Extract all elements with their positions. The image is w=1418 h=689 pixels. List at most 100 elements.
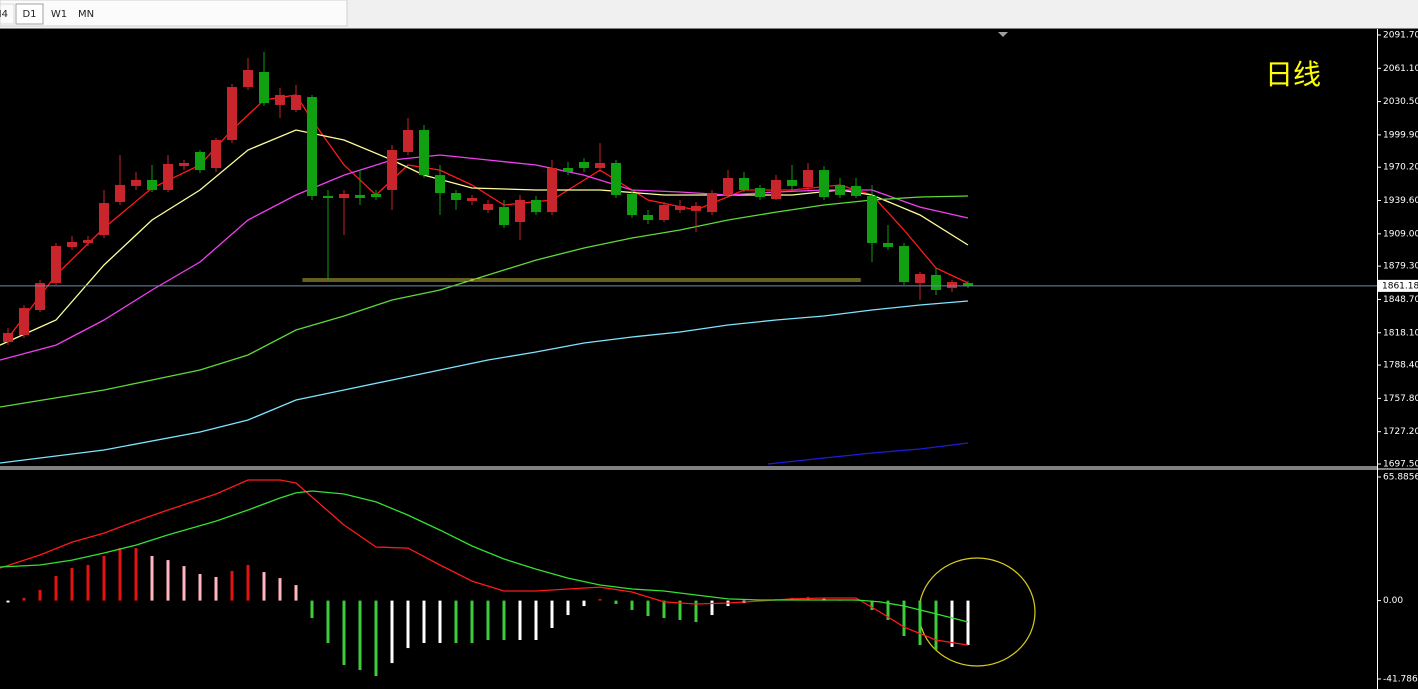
- y-tick-label: 65.8856: [1383, 473, 1418, 483]
- candle-body: [259, 72, 269, 104]
- chart-shift-marker[interactable]: [998, 32, 1008, 37]
- candle-body: [403, 130, 413, 152]
- y-tick-label: 1697.50: [1383, 460, 1418, 470]
- candle-body: [307, 97, 317, 196]
- timeframe-annotation: 日线: [1265, 58, 1321, 91]
- candle-body: [195, 151, 205, 171]
- candle-body: [595, 162, 605, 168]
- candle-body: [771, 179, 781, 200]
- tab-box-active[interactable]: [15, 3, 44, 25]
- candle-body: [483, 204, 493, 210]
- candle-body: [915, 273, 925, 284]
- indicator-line: [0, 479, 969, 646]
- candle-body: [419, 130, 429, 176]
- candle-body: [739, 178, 749, 190]
- candle-body: [819, 170, 829, 198]
- tab[interactable]: H4: [0, 9, 8, 20]
- candle-body: [883, 242, 893, 247]
- candle-body: [627, 193, 637, 216]
- candle-body: [211, 140, 221, 168]
- candle-body: [755, 188, 765, 198]
- candle-body: [723, 178, 733, 195]
- candle-body: [243, 70, 253, 88]
- candle-body: [339, 193, 349, 199]
- candle-body: [547, 167, 557, 213]
- candle-body: [787, 179, 797, 186]
- tab[interactable]: MN: [78, 9, 94, 20]
- candle-body: [675, 205, 685, 210]
- candle-body: [691, 205, 701, 211]
- y-tick-label: 1970.20: [1383, 163, 1418, 173]
- indicator-line: [0, 490, 969, 623]
- candle-body: [659, 204, 669, 221]
- y-tick-label: 1818.10: [1383, 328, 1418, 338]
- candle-body: [99, 203, 109, 236]
- indicator-line: [0, 129, 969, 346]
- last-price-label: 1861.18: [1382, 281, 1418, 291]
- y-tick-label: 1939.60: [1383, 196, 1418, 206]
- candle-body: [371, 193, 381, 198]
- candle-body: [67, 241, 77, 247]
- y-tick-label: 2030.50: [1383, 97, 1418, 107]
- tab[interactable]: W1: [51, 9, 67, 20]
- indicator-line: [0, 154, 969, 361]
- candle-body: [51, 246, 61, 284]
- candle-body: [563, 167, 573, 173]
- y-tick-label: 1999.90: [1383, 130, 1418, 140]
- candle-body: [323, 195, 333, 199]
- plot-area: [0, 51, 973, 465]
- candle-body: [355, 194, 365, 199]
- candle-body: [131, 179, 141, 186]
- y-tick-label: 1909.00: [1383, 229, 1418, 239]
- candle-body: [387, 150, 397, 190]
- y-tick-label: 2091.70: [1383, 31, 1418, 41]
- candle-body: [803, 170, 813, 188]
- candle-body: [899, 246, 909, 283]
- candle-body: [707, 193, 717, 213]
- candle-body: [227, 87, 237, 141]
- candle-body: [115, 184, 125, 202]
- y-tick-label: 1788.40: [1383, 361, 1418, 371]
- indicator-line: [7, 94, 969, 339]
- y-tick-label: 1757.80: [1383, 394, 1418, 404]
- candle-body: [611, 162, 621, 195]
- indicator-line: [0, 300, 969, 464]
- candle-body: [163, 163, 173, 190]
- y-tick-label: 0.00: [1383, 596, 1403, 606]
- last-price-box: [1378, 279, 1418, 292]
- candle-body: [275, 94, 285, 105]
- candle-body: [467, 198, 477, 201]
- plot-area: [0, 479, 970, 677]
- y-tick-label: -41.7864: [1383, 675, 1418, 685]
- timeframe-bar: [0, 0, 348, 27]
- candle-body: [435, 175, 445, 194]
- candle-body: [179, 162, 189, 167]
- candle-body: [451, 193, 461, 200]
- indicator-line: [0, 195, 969, 408]
- candle-body: [19, 308, 29, 336]
- tab[interactable]: D1: [22, 9, 36, 20]
- candle-body: [579, 162, 589, 168]
- candle-body: [35, 283, 45, 311]
- candle-body: [515, 199, 525, 222]
- candle-body: [499, 207, 509, 226]
- candle-body: [867, 195, 877, 243]
- tab-box[interactable]: [0, 3, 15, 25]
- candle-body: [147, 179, 157, 190]
- y-tick-label: 1848.70: [1383, 295, 1418, 305]
- candle-body: [83, 240, 93, 243]
- indicator-line: [767, 442, 969, 465]
- candle-body: [963, 283, 973, 286]
- candle-body: [531, 199, 541, 213]
- candle-body: [931, 274, 941, 290]
- timeframe-tabs: H4 D1 W1 MN: [0, 3, 94, 25]
- y-tick-label: 2061.10: [1383, 64, 1418, 74]
- candle-body: [947, 282, 957, 289]
- y-tick-label: 1727.20: [1383, 427, 1418, 437]
- candle-body: [643, 215, 653, 221]
- candle-body: [3, 332, 13, 343]
- candle-body: [851, 185, 861, 196]
